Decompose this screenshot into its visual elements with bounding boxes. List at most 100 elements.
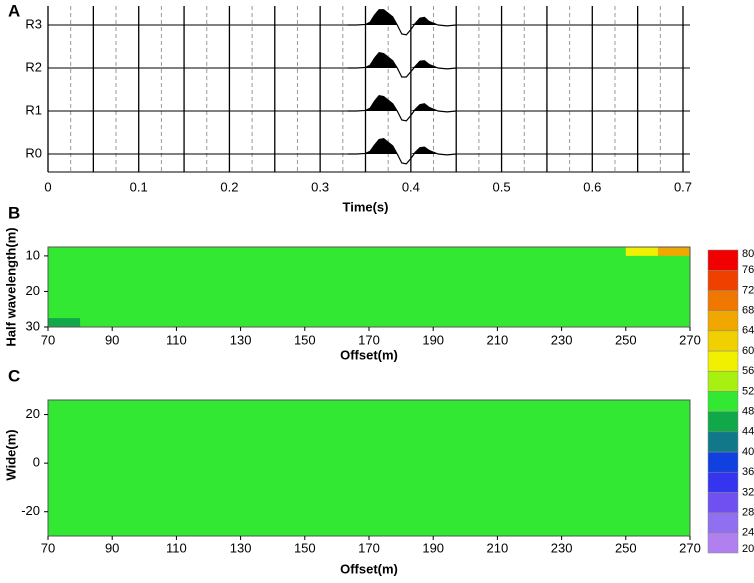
heat-cell (625, 400, 659, 537)
x-tick-label: 250 (615, 332, 637, 347)
heat-cell (433, 247, 466, 257)
heat-cell (593, 400, 627, 537)
colorbar-bin (707, 411, 739, 433)
y-tick-label: 0 (33, 455, 40, 470)
colorbar-label: 200 (742, 543, 754, 555)
colorbar-bin (707, 431, 739, 453)
heat-cell (465, 300, 498, 310)
y-axis-title: Half wavelength(m) (3, 227, 18, 346)
heat-cell (112, 264, 145, 275)
heat-cell (272, 300, 306, 310)
heat-cell (369, 400, 402, 537)
heat-cell (336, 309, 370, 319)
heat-cell (304, 273, 338, 284)
heat-cell (561, 255, 595, 266)
heat-cell (529, 300, 563, 310)
heat-cell (593, 282, 627, 292)
colorbar-bin (707, 249, 739, 271)
heat-cell (304, 291, 338, 301)
heat-cell (369, 309, 402, 319)
trace-label: R2 (25, 59, 42, 74)
heat-cell (497, 247, 530, 257)
heat-cell (272, 273, 306, 284)
heat-cell (625, 264, 659, 275)
heat-cell (240, 309, 274, 319)
heat-cell (80, 318, 113, 328)
heat-cell (529, 282, 563, 292)
heat-cell (657, 264, 691, 275)
heat-cell (208, 264, 242, 275)
heat-cell (336, 300, 370, 310)
heat-cell (144, 264, 177, 275)
heat-cell (144, 291, 177, 301)
heat-cell (561, 300, 595, 310)
heat-cell (48, 264, 81, 275)
trace (347, 9, 457, 36)
heat-cell (561, 247, 595, 257)
heat-cell (208, 300, 242, 310)
x-tick-label: 0.7 (674, 179, 692, 194)
heat-cell (401, 282, 434, 292)
heat-cell (625, 247, 659, 257)
heat-cell (465, 309, 498, 319)
x-tick-label: 0.4 (402, 179, 420, 194)
heat-cell (48, 400, 81, 537)
heat-cell (176, 291, 209, 301)
heat-cell (497, 273, 530, 284)
heat-cell (336, 247, 370, 257)
panel-label: C (8, 366, 20, 385)
heat-cell (657, 300, 691, 310)
trace-fill (347, 95, 457, 111)
heat-cell (112, 255, 145, 266)
heat-cell (369, 300, 402, 310)
heat-cell (304, 318, 338, 328)
heat-cell (561, 309, 595, 319)
heat-cell (465, 264, 498, 275)
x-tick-label: 110 (166, 332, 187, 347)
heat-cell (112, 273, 145, 284)
heat-cell (144, 309, 177, 319)
heat-cell (80, 282, 113, 292)
heat-cell (240, 282, 274, 292)
heat-cell (272, 282, 306, 292)
heat-cell (208, 400, 242, 537)
heat-cell (369, 247, 402, 257)
heat-cell (657, 282, 691, 292)
y-tick-label: 10 (26, 247, 40, 262)
heat-cell (465, 318, 498, 328)
heat-cell (529, 264, 563, 275)
panel-label: B (8, 203, 20, 222)
heat-cell (561, 400, 595, 537)
heat-cell (144, 282, 177, 292)
x-tick-label: 170 (358, 540, 380, 555)
heat-cell (433, 318, 466, 328)
colorbar-label: 520 (742, 385, 754, 397)
heat-cell (240, 300, 274, 310)
heat-cell (176, 282, 209, 292)
heat-cell (112, 247, 145, 257)
colorbar-label: 720 (742, 284, 754, 296)
colorbar-label: 280 (742, 507, 754, 519)
heat-cell (529, 400, 563, 537)
heat-cell (529, 309, 563, 319)
heat-cell (272, 291, 306, 301)
heat-cell (304, 300, 338, 310)
heat-cell (529, 291, 563, 301)
trace (347, 95, 457, 122)
heat-cell (433, 264, 466, 275)
heat-cell (272, 400, 306, 537)
heat-cell (336, 273, 370, 284)
heat-cell (208, 318, 242, 328)
heat-cell (497, 318, 530, 328)
heat-cell (176, 318, 209, 328)
heat-cell (657, 309, 691, 319)
x-tick-label: 270 (679, 332, 701, 347)
x-tick-label: 150 (294, 332, 316, 347)
heat-cell (401, 309, 434, 319)
panel-label: A (8, 1, 20, 20)
heat-cell (369, 273, 402, 284)
x-tick-label: 0.5 (493, 179, 511, 194)
colorbar-bin (707, 451, 739, 473)
heat-cell (48, 291, 81, 301)
x-tick-label: 90 (105, 332, 119, 347)
